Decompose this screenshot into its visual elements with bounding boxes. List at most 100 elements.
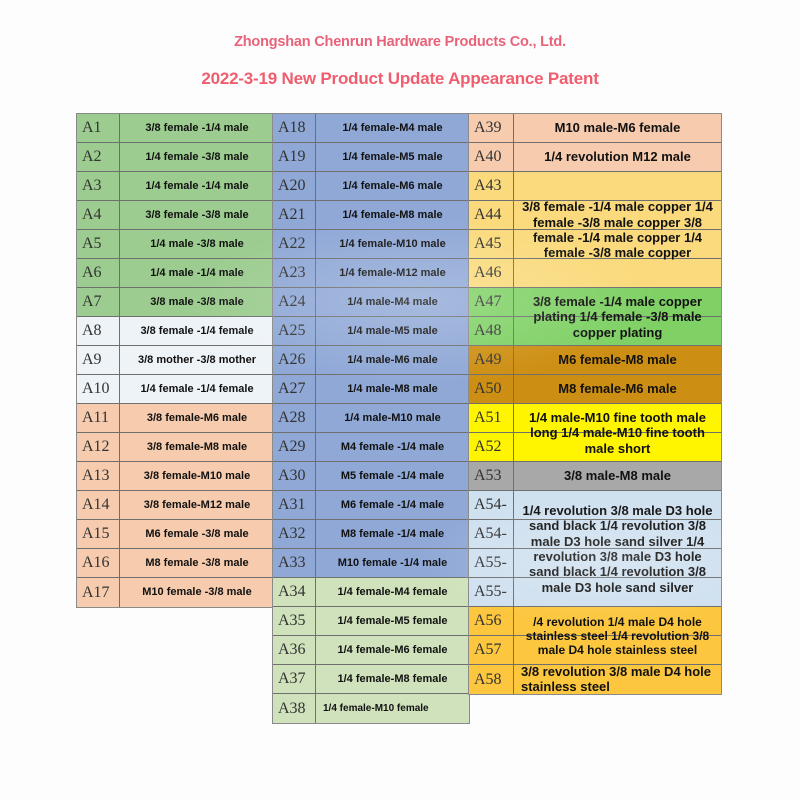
row-description: 3/8 female -3/8 male <box>145 208 249 221</box>
row-description: 1/4 female -3/8 male <box>145 150 249 163</box>
table-row[interactable]: A35 1/4 female-M5 female <box>273 607 469 636</box>
table-row[interactable]: A5 1/4 male -3/8 male <box>77 230 274 259</box>
table-row[interactable]: A2 1/4 female -3/8 male <box>77 143 274 172</box>
table-row[interactable]: A10 1/4 female -1/4 female <box>77 375 274 404</box>
table-row[interactable]: A1 3/8 female -1/4 male <box>77 114 274 143</box>
row-code: A29 <box>273 433 316 461</box>
row-code: A19 <box>273 143 316 171</box>
row-code: A37 <box>273 665 316 693</box>
row-code: A48 <box>469 317 514 345</box>
row-code: A45 <box>469 230 514 258</box>
table-row[interactable]: A36 1/4 female-M6 female <box>273 636 469 665</box>
table-row[interactable]: A55- <box>469 578 721 607</box>
table-row[interactable]: A52 <box>469 433 721 462</box>
table-row[interactable]: A39 M10 male-M6 female <box>469 114 721 143</box>
row-description: 3/8 female -1/4 male <box>145 121 249 134</box>
table-row[interactable]: A51 <box>469 404 721 433</box>
table-row[interactable]: A47 <box>469 288 721 317</box>
table-row[interactable]: A25 1/4 male-M5 male <box>273 317 469 346</box>
table-row[interactable]: A17 M10 female -3/8 male <box>77 578 274 607</box>
row-description: 1/4 male-M10 male <box>344 411 441 424</box>
row-code: A3 <box>77 172 120 200</box>
table-row[interactable]: A26 1/4 male-M6 male <box>273 346 469 375</box>
row-description: M10 female -3/8 male <box>142 586 252 599</box>
table-row[interactable]: A29 M4 female -1/4 male <box>273 433 469 462</box>
row-code: A47 <box>469 288 514 316</box>
row-code: A24 <box>273 288 316 316</box>
table-row[interactable]: A21 1/4 female-M8 male <box>273 201 469 230</box>
row-code: A12 <box>77 433 120 461</box>
table-row[interactable]: A20 1/4 female-M6 male <box>273 172 469 201</box>
row-description: 1/4 male -1/4 male <box>150 266 244 279</box>
row-code: A25 <box>273 317 316 345</box>
table-row[interactable]: A16 M8 female -3/8 male <box>77 549 274 578</box>
row-description: M4 female -1/4 male <box>340 440 445 453</box>
row-code: A2 <box>77 143 120 171</box>
table-row[interactable]: A53 3/8 male-M8 male <box>469 462 721 491</box>
table-row[interactable]: A14 3/8 female-M12 male <box>77 491 274 520</box>
row-code: A14 <box>77 491 120 519</box>
table-row[interactable]: A38 1/4 female-M10 female <box>273 694 469 723</box>
table-row[interactable]: A11 3/8 female-M6 male <box>77 404 274 433</box>
table-row[interactable]: A19 1/4 female-M5 male <box>273 143 469 172</box>
table-row[interactable]: A45 <box>469 230 721 259</box>
row-code: A34 <box>273 578 316 606</box>
table-row[interactable]: A57 <box>469 636 721 665</box>
table-row[interactable]: A56 <box>469 607 721 636</box>
table-row[interactable]: A3 1/4 female -1/4 male <box>77 172 274 201</box>
table-row[interactable]: A30 M5 female -1/4 male <box>273 462 469 491</box>
table-row[interactable]: A31 M6 female -1/4 male <box>273 491 469 520</box>
table-row[interactable]: A12 3/8 female-M8 male <box>77 433 274 462</box>
row-code: A51 <box>469 404 514 432</box>
row-description: 1/4 female -1/4 male <box>145 179 249 192</box>
row-description: 1/4 female-M4 male <box>342 121 443 134</box>
table-row[interactable]: A50 M8 female-M6 male <box>469 375 721 404</box>
table-row[interactable]: A40 1/4 revolution M12 male <box>469 143 721 172</box>
row-code: A9 <box>77 346 120 374</box>
table-row[interactable]: A27 1/4 male-M8 male <box>273 375 469 404</box>
table-row[interactable]: A43 <box>469 172 721 201</box>
table-row[interactable]: A48 <box>469 317 721 346</box>
row-description: 1/4 female-M5 male <box>342 150 443 163</box>
row-code: A17 <box>77 578 120 607</box>
table-row[interactable]: A13 3/8 female-M10 male <box>77 462 274 491</box>
table-row[interactable]: A33 M10 female -1/4 male <box>273 549 469 578</box>
row-code: A54- <box>469 491 514 519</box>
row-description: 3/8 male -3/8 male <box>150 295 244 308</box>
row-description: 1/4 male-M6 male <box>347 353 438 366</box>
table-row[interactable]: A7 3/8 male -3/8 male <box>77 288 274 317</box>
table-row[interactable]: A32 M8 female -1/4 male <box>273 520 469 549</box>
table-row[interactable]: A54- <box>469 491 721 520</box>
table-row[interactable]: A9 3/8 mother -3/8 mother <box>77 346 274 375</box>
row-code: A16 <box>77 549 120 577</box>
row-code: A46 <box>469 259 514 287</box>
merged-text-a47-a48: 3/8 female -1/4 male copper plating 1/4 … <box>532 294 703 340</box>
row-description: 1/4 revolution M12 male <box>544 148 691 164</box>
table-row[interactable]: A46 <box>469 259 721 288</box>
table-row[interactable]: A15 M6 female -3/8 male <box>77 520 274 549</box>
table-row[interactable]: A37 1/4 female-M8 female <box>273 665 469 694</box>
table-row[interactable]: A23 1/4 female-M12 male <box>273 259 469 288</box>
table-row[interactable]: A54- <box>469 520 721 549</box>
row-description: 1/4 female-M8 female <box>337 672 448 685</box>
table-row[interactable]: A58 3/8 revolution 3/8 male D4 hole stain… <box>469 664 721 694</box>
row-code: A55- <box>469 578 514 606</box>
table-row[interactable]: A28 1/4 male-M10 male <box>273 404 469 433</box>
row-code: A31 <box>273 491 316 519</box>
row-description: 1/4 male-M5 male <box>347 324 438 337</box>
table-row[interactable]: A44 <box>469 201 721 230</box>
table-row[interactable]: A4 3/8 female -3/8 male <box>77 201 274 230</box>
table-row[interactable]: A18 1/4 female-M4 male <box>273 114 469 143</box>
table-row[interactable]: A22 1/4 female-M10 male <box>273 230 469 259</box>
table-row[interactable]: A24 1/4 male-M4 male <box>273 288 469 317</box>
row-description: 3/8 mother -3/8 mother <box>138 353 256 366</box>
table-row[interactable]: A8 3/8 female -1/4 female <box>77 317 274 346</box>
page-title: 2022-3-19 New Product Update Appearance … <box>201 69 599 88</box>
table-row[interactable]: A6 1/4 male -1/4 male <box>77 259 274 288</box>
table-row[interactable]: A49 M6 female-M8 male <box>469 346 721 375</box>
table-row[interactable]: A55- <box>469 549 721 578</box>
table-row[interactable]: A34 1/4 female-M4 female <box>273 578 469 607</box>
row-description: 1/4 female-M4 female <box>337 585 448 598</box>
row-code: A49 <box>469 346 514 374</box>
